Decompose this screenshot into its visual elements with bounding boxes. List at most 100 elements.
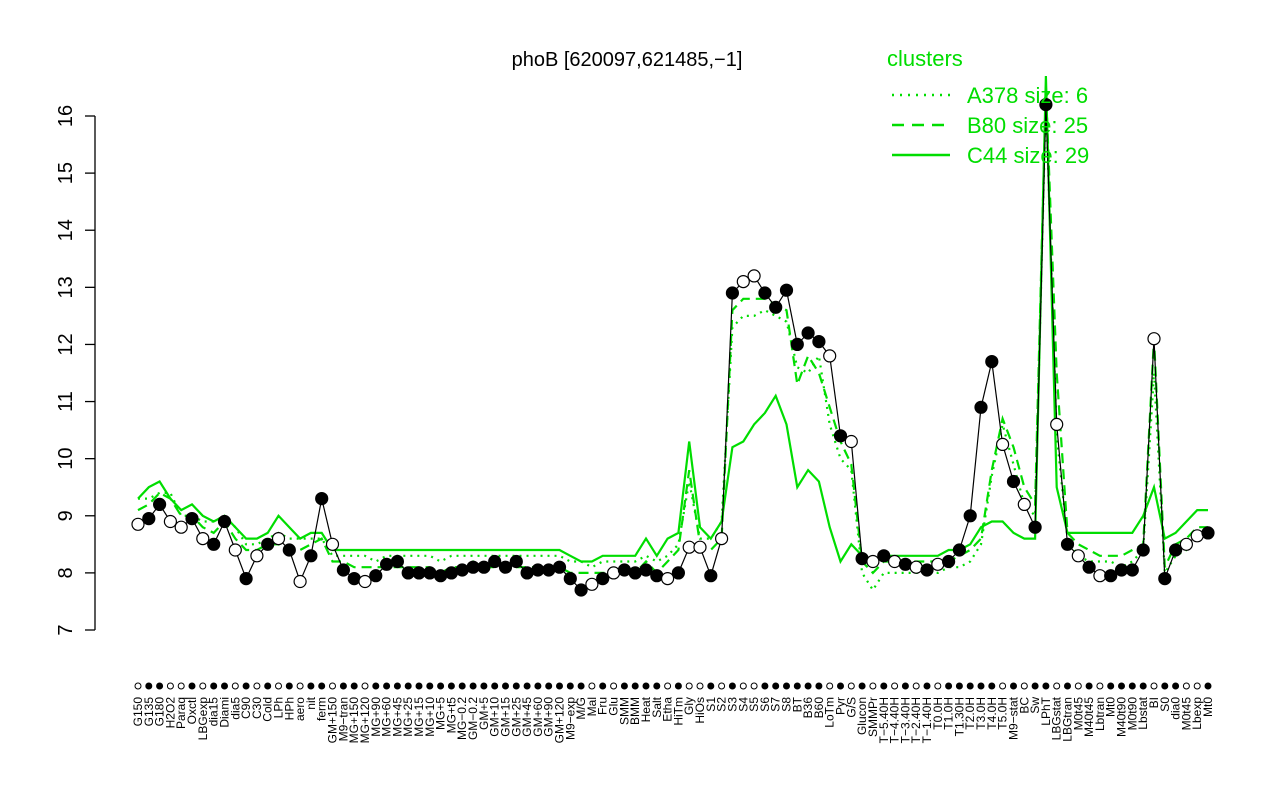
x-tick-label: GM+60 (531, 697, 545, 737)
x-marker (901, 682, 909, 690)
x-marker (329, 682, 336, 690)
data-point (217, 514, 232, 529)
x-tick-label: HiOs (693, 697, 707, 724)
y-tick-label: 15 (55, 162, 77, 184)
x-marker (696, 682, 704, 690)
x-axis-labels: G150G135G180H2O2ParaqOxctlLBGexpdia15Dia… (131, 682, 1215, 744)
x-tick-label: LoTm (823, 697, 837, 728)
x-tick-label: T3.0H (974, 697, 988, 730)
data-point (671, 566, 686, 580)
x-marker (1085, 682, 1093, 690)
x-tick-label: LPhT (1039, 696, 1053, 725)
x-tick-label: ferm (315, 697, 329, 721)
x-marker (1172, 682, 1180, 690)
x-marker (653, 682, 661, 690)
x-marker (285, 682, 293, 690)
x-marker (793, 682, 801, 690)
x-marker (307, 682, 315, 690)
data-point (1147, 332, 1161, 346)
x-marker (599, 682, 607, 690)
x-marker (318, 682, 326, 690)
x-tick-label: G150 (131, 697, 145, 727)
x-tick-label: MG+60 (380, 697, 394, 737)
data-point (779, 283, 794, 297)
x-tick-label: MG+90 (369, 697, 383, 737)
x-marker (1161, 682, 1169, 690)
x-tick-label: GM+10 (488, 697, 502, 737)
data-point (325, 537, 340, 551)
x-marker (610, 682, 618, 690)
data-point (639, 563, 653, 577)
x-tick-label: T−2.40H (909, 697, 923, 743)
data-point (423, 566, 437, 580)
x-tick-label: GM+45 (520, 697, 534, 737)
x-marker (707, 682, 715, 690)
x-tick-label: MG+45 (390, 697, 404, 737)
data-point (714, 531, 729, 546)
data-point (747, 269, 761, 283)
data-point (952, 543, 967, 557)
y-tick-label: 13 (55, 276, 77, 298)
x-tick-label: Gly (682, 697, 696, 715)
x-tick-label: G180 (153, 697, 167, 727)
x-tick-label: S2 (715, 697, 729, 712)
x-tick-label: MG+10 (423, 697, 437, 737)
x-tick-label: Cold (261, 697, 275, 722)
data-point (1190, 529, 1204, 543)
x-tick-label: M0t45 (1071, 697, 1085, 731)
data-points (131, 97, 1215, 597)
chart-title: phoB [620097,621485,−1] (512, 49, 743, 71)
y-tick-label: 14 (55, 219, 77, 241)
x-tick-label: S4 (736, 697, 750, 712)
y-tick-label: 12 (55, 333, 77, 355)
data-point (812, 335, 826, 349)
data-point (833, 429, 848, 443)
data-point (1136, 543, 1150, 557)
x-marker (761, 682, 769, 690)
data-point (823, 349, 837, 363)
series-line-dashed (137, 87, 1208, 575)
legend-title: clusters (887, 46, 963, 71)
y-axis: 7 8 9 10 11 12 13 14 15 16 (55, 105, 96, 636)
data-point (877, 549, 891, 563)
x-marker (631, 682, 639, 690)
x-tick-label: T1.0H (942, 697, 956, 730)
x-tick-label: C30 (250, 697, 264, 719)
x-marker (1042, 682, 1050, 690)
y-tick-label: 9 (55, 510, 77, 521)
x-tick-label: G135 (142, 697, 156, 727)
x-marker (1020, 682, 1028, 690)
data-point (769, 300, 783, 314)
x-tick-label: Mt0 (1104, 697, 1118, 717)
x-tick-label: Etha (661, 697, 675, 722)
x-marker (837, 682, 844, 690)
x-marker (393, 682, 401, 690)
x-marker (1182, 682, 1190, 690)
data-point (585, 577, 599, 591)
x-tick-label: T−4.40H (888, 697, 902, 743)
x-marker (783, 682, 790, 690)
x-tick-label: Oxctl (185, 697, 199, 724)
data-point (1201, 526, 1215, 540)
x-marker (999, 682, 1007, 690)
x-tick-label: GM−0.2 (466, 697, 480, 740)
x-marker (188, 682, 196, 690)
x-tick-label: T−3.40H (898, 697, 912, 743)
x-tick-label: S6 (758, 697, 772, 712)
x-marker (199, 682, 207, 690)
x-marker (404, 682, 412, 690)
data-point (801, 326, 815, 340)
x-marker (966, 682, 974, 690)
data-point (1114, 563, 1129, 577)
data-point (498, 560, 513, 574)
x-marker (1053, 682, 1061, 690)
x-marker (242, 682, 250, 690)
data-point (477, 560, 491, 574)
x-tick-label: MG+150 (347, 697, 361, 744)
data-point (887, 554, 902, 569)
x-marker (577, 682, 585, 690)
x-tick-label: Heat (639, 696, 653, 722)
x-tick-label: Glu (607, 697, 621, 716)
data-point (617, 563, 632, 577)
